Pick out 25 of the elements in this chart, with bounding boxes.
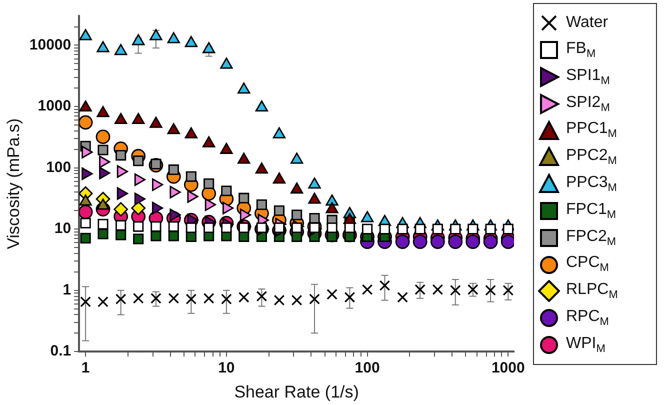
y-axis-title: Viscosity (mPa.s) [4, 118, 23, 250]
legend-label: PPC1$_{M}$ [566, 120, 617, 141]
y-tick-label: 0.1 [50, 342, 72, 360]
y-tick-label: 1000 [38, 98, 72, 115]
x-tick-label: 1 [81, 360, 90, 377]
legend-label: PPC3$_{M}$ [566, 174, 617, 194]
y-tick-label: 10 [54, 220, 72, 238]
legend-label: WPI$_{M}$ [566, 334, 606, 356]
legend-label: FB$_{M}$ [566, 40, 596, 60]
x-axis-title: Shear Rate (1/s) [234, 382, 359, 402]
y-tick-label: 10000 [29, 36, 72, 54]
y-tick-label: 1 [62, 281, 72, 298]
legend-label: RPC$_{M}$ [566, 308, 609, 328]
legend-label: SPI2$_{M}$ [566, 94, 610, 114]
legend-label: PPC2$_{M}$ [566, 147, 617, 168]
legend-label: CPC$_{M}$ [566, 254, 609, 275]
legend-label: FPC1$_{M}$ [566, 200, 616, 222]
legend-label: FPC2$_{M}$ [566, 228, 616, 248]
legend-label: Water [566, 14, 608, 32]
x-tick-label: 100 [354, 360, 380, 377]
legend-label: SPI1$_{M}$ [566, 66, 610, 88]
y-tick-label: 100 [46, 158, 72, 176]
x-tick-label: 1000 [491, 360, 525, 377]
legend-label: RLPC$_{M}$ [566, 281, 618, 302]
x-tick-label: 10 [218, 360, 235, 377]
